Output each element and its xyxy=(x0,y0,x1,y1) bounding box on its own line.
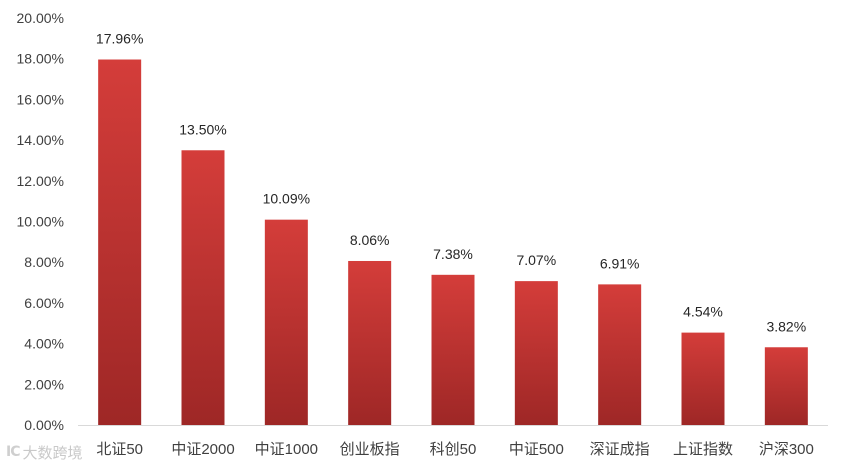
y-tick-label: 16.00% xyxy=(17,91,64,107)
bar xyxy=(181,150,225,425)
x-tick-label: 上证指数 xyxy=(673,441,733,458)
y-tick-label: 8.00% xyxy=(24,254,64,270)
x-tick-label: 北证50 xyxy=(96,441,143,458)
bar xyxy=(431,274,475,425)
x-tick-label: 中证500 xyxy=(509,441,564,458)
data-label: 10.09% xyxy=(263,191,310,207)
data-label: 6.91% xyxy=(600,255,640,271)
bar xyxy=(348,260,392,425)
data-label: 3.82% xyxy=(766,318,806,334)
y-tick-label: 20.00% xyxy=(17,10,64,26)
data-label: 7.38% xyxy=(433,246,473,262)
bar xyxy=(598,284,642,425)
x-tick-label: 沪深300 xyxy=(759,441,814,458)
y-tick-label: 4.00% xyxy=(24,336,64,352)
bar xyxy=(264,219,308,425)
x-tick-label: 科创50 xyxy=(430,441,477,458)
y-tick-label: 10.00% xyxy=(17,214,64,230)
data-labels: 17.96% 13.50% 10.09% 8.06% 7.38% 7.07% 6.91% 4.… xyxy=(96,31,806,335)
x-tick-label: 创业板指 xyxy=(340,440,400,458)
bar xyxy=(681,332,725,425)
y-tick-label: 0.00% xyxy=(24,417,64,433)
data-label: 7.07% xyxy=(516,252,556,268)
x-tick-label: 中证2000 xyxy=(171,441,234,458)
y-tick-label: 6.00% xyxy=(24,295,64,311)
data-label: 8.06% xyxy=(350,232,390,248)
bars xyxy=(98,59,808,425)
y-axis: 0.00% 2.00% 4.00% 6.00% 8.00% 10.00% 12.00% 14.… xyxy=(17,10,64,433)
y-tick-label: 14.00% xyxy=(17,132,64,148)
data-label: 17.96% xyxy=(96,31,143,47)
bar xyxy=(98,59,142,425)
data-label: 13.50% xyxy=(179,121,226,137)
x-tick-label: 中证1000 xyxy=(255,441,318,458)
y-tick-label: 2.00% xyxy=(24,376,64,392)
x-axis: 北证50 中证2000 中证1000 创业板指 科创50 中证500 深证成指 上证指数 沪深3… xyxy=(78,425,828,458)
bar xyxy=(764,347,808,425)
bar xyxy=(514,281,558,425)
y-tick-label: 18.00% xyxy=(17,51,64,67)
x-tick-label: 深证成指 xyxy=(590,441,650,458)
data-label: 4.54% xyxy=(683,304,723,320)
y-tick-label: 12.00% xyxy=(17,173,64,189)
